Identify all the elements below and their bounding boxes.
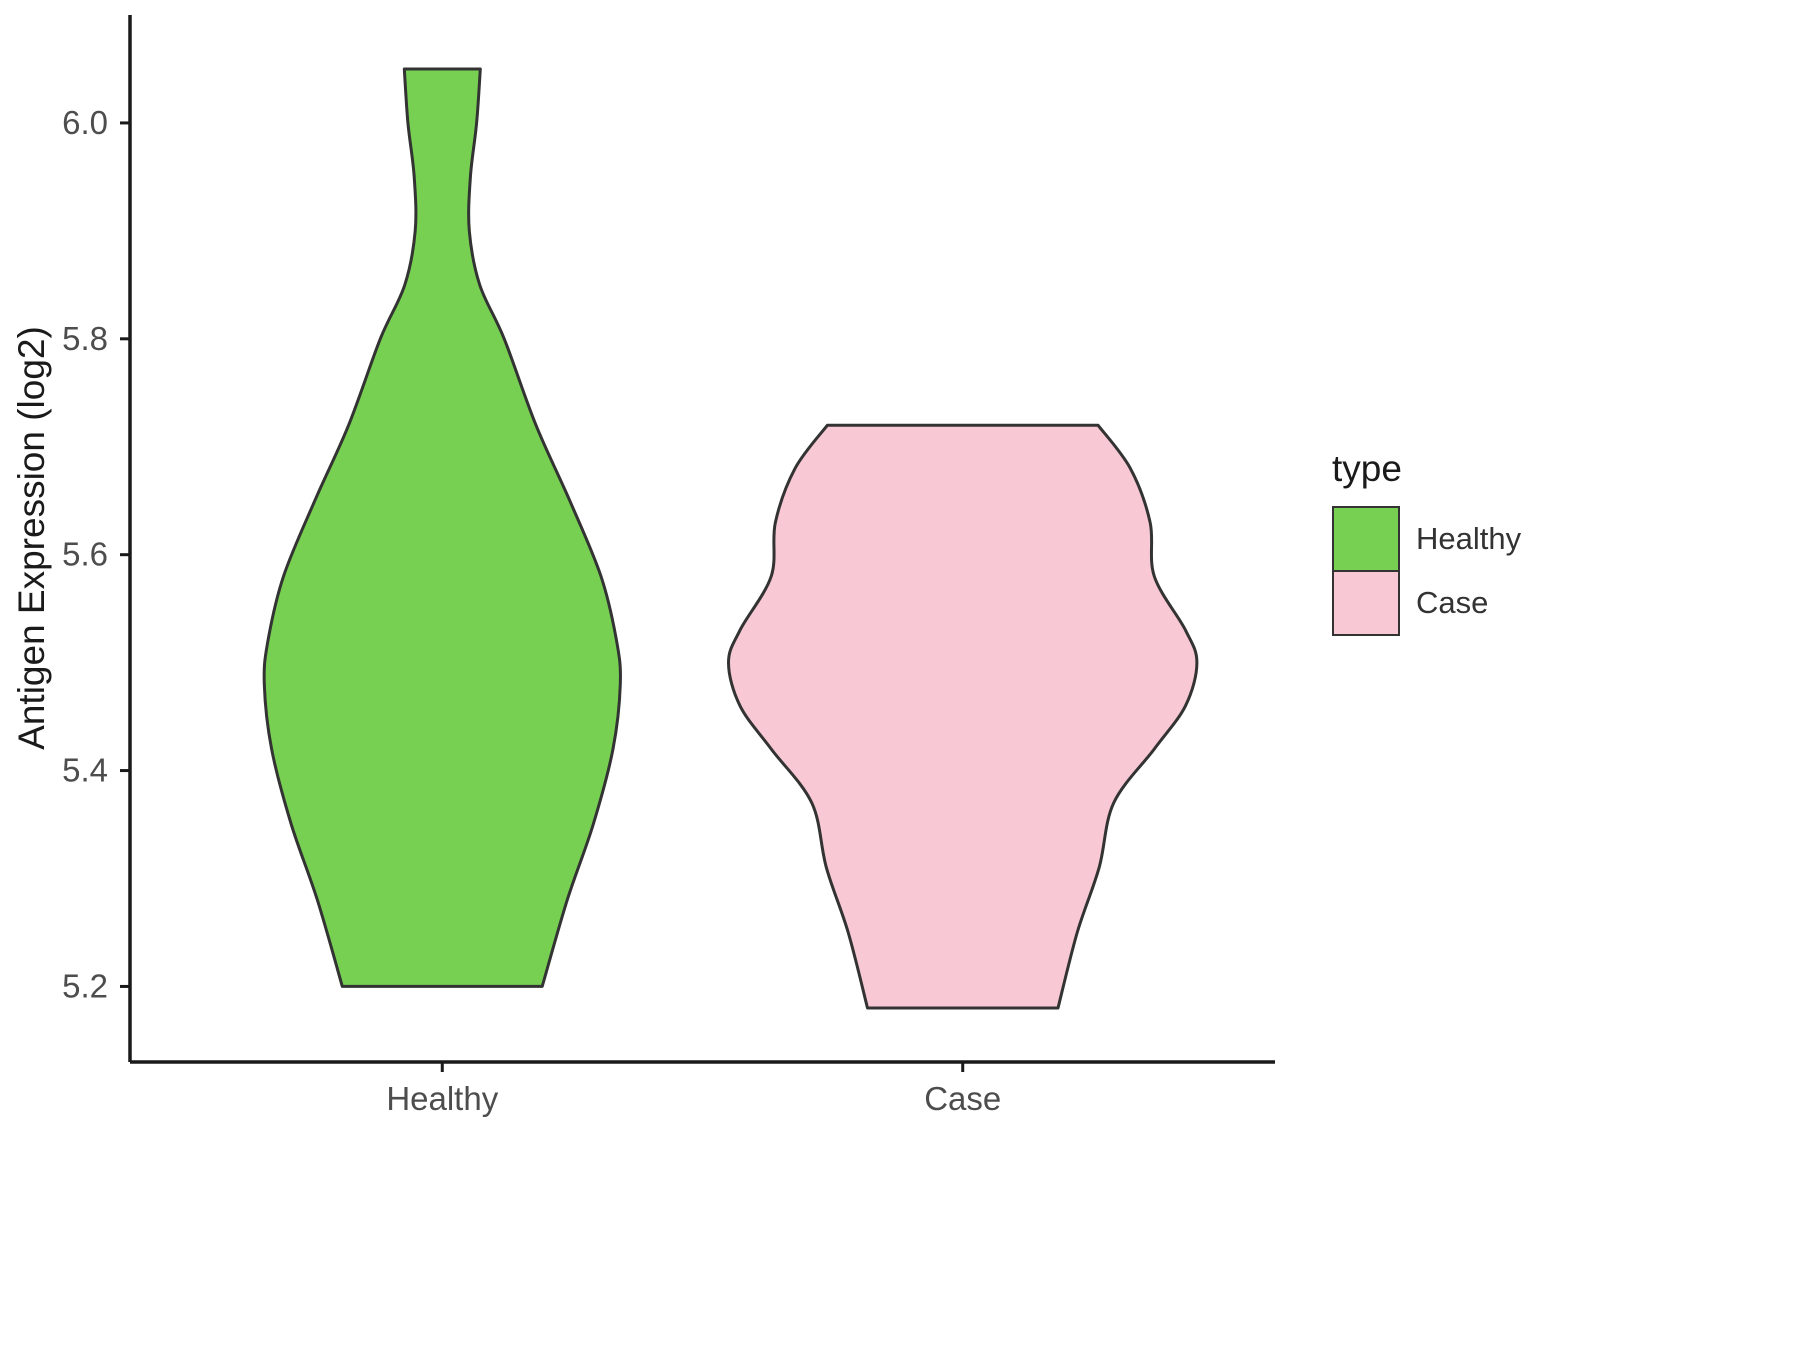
legend-item-healthy: Healthy [1332,506,1521,572]
legend-label: Case [1416,585,1489,620]
violin-healthy [262,67,622,988]
y-tick-label: 5.8 [62,320,108,357]
legend-swatch-case [1332,570,1400,636]
x-tick-label-case: Case [924,1080,1001,1117]
axes-layer: 5.2 5.4 5.6 5.8 6.0 Healthy Case [62,15,1275,1117]
violins-layer [262,67,1199,1010]
y-tick-label: 5.4 [62,752,108,789]
x-tick-label-healthy: Healthy [386,1080,498,1117]
legend-swatch-healthy [1332,506,1400,572]
legend: type Healthy Case [1332,448,1521,636]
violin-case [727,423,1199,1010]
y-tick-label: 6.0 [62,104,108,141]
legend-items: Healthy Case [1332,506,1521,636]
y-axis-title: Antigen Expression (log2) [11,326,52,750]
y-tick-label: 5.6 [62,536,108,573]
legend-title: type [1332,448,1402,489]
legend-label: Healthy [1416,521,1522,556]
y-tick-label: 5.2 [62,967,108,1004]
legend-item-case: Case [1332,570,1521,636]
